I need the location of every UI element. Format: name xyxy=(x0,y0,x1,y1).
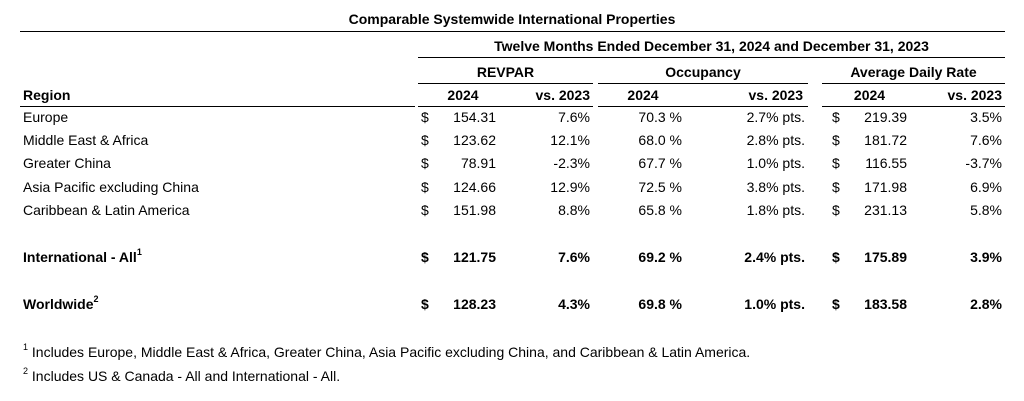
currency-symbol: $ xyxy=(421,132,429,148)
col-adr-vs: vs. 2023 xyxy=(947,87,1003,103)
col-occ-vs: vs. 2023 xyxy=(748,87,804,103)
revpar-value: 124.66 xyxy=(453,179,496,195)
currency-symbol: $ xyxy=(421,179,429,195)
region-header: Region xyxy=(23,87,71,103)
currency-symbol: $ xyxy=(421,202,429,218)
revpar-change: 4.3% xyxy=(558,296,590,312)
currency-symbol: $ xyxy=(832,179,840,195)
group-rule-adr xyxy=(822,83,1005,84)
adr-value: 231.13 xyxy=(864,202,907,218)
adr-change: 7.6% xyxy=(970,132,1002,148)
footnote-mark: 1 xyxy=(23,342,29,352)
region-label: International - All1 xyxy=(23,247,142,265)
adr-value: 183.58 xyxy=(864,296,907,312)
group-rule-occupancy xyxy=(598,83,808,84)
occupancy-change: 2.8% pts. xyxy=(746,132,805,148)
currency-symbol: $ xyxy=(421,296,429,312)
region-label: Caribbean & Latin America xyxy=(23,202,190,218)
revpar-change: 8.8% xyxy=(558,202,590,218)
currency-symbol: $ xyxy=(832,132,840,148)
region-label: Europe xyxy=(23,109,69,125)
header-rule-revpar xyxy=(418,106,593,107)
group-rule-revpar xyxy=(418,83,593,84)
occupancy-value: 70.3 % xyxy=(638,109,682,125)
currency-symbol: $ xyxy=(832,202,840,218)
occupancy-change: 2.7% pts. xyxy=(746,109,805,125)
currency-symbol: $ xyxy=(832,296,840,312)
region-label: Asia Pacific excluding China xyxy=(23,179,199,195)
header-rule-occupancy xyxy=(598,106,808,107)
col-adr-2024: 2024 xyxy=(853,87,886,103)
revpar-change: 7.6% xyxy=(558,109,590,125)
adr-value: 219.39 xyxy=(864,109,907,125)
occupancy-change: 1.0% pts. xyxy=(746,155,805,171)
adr-change: 5.8% xyxy=(970,202,1002,218)
group-header-revpar: REVPAR xyxy=(476,64,535,80)
group-header-adr: Average Daily Rate xyxy=(850,64,977,80)
col-revpar-vs: vs. 2023 xyxy=(535,87,591,103)
revpar-value: 128.23 xyxy=(453,296,496,312)
occupancy-value: 69.2 % xyxy=(638,249,682,265)
occupancy-change: 1.0% pts. xyxy=(744,296,805,312)
occupancy-change: 3.8% pts. xyxy=(746,179,805,195)
occupancy-value: 72.5 % xyxy=(638,179,682,195)
revpar-value: 121.75 xyxy=(453,249,496,265)
adr-change: 3.5% xyxy=(970,109,1002,125)
header-rule-adr xyxy=(822,106,1005,107)
adr-value: 116.55 xyxy=(865,155,907,171)
region-label: Worldwide2 xyxy=(23,294,99,312)
occupancy-value: 69.8 % xyxy=(638,296,682,312)
occupancy-change: 1.8% pts. xyxy=(746,202,805,218)
currency-symbol: $ xyxy=(832,109,840,125)
header-rule-region xyxy=(20,106,415,107)
footnote-2: 2 Includes US & Canada - All and Interna… xyxy=(23,366,341,384)
region-label: Greater China xyxy=(23,155,111,171)
period-rule xyxy=(418,57,1005,58)
region-label: Middle East & Africa xyxy=(23,132,149,148)
footnote-mark: 2 xyxy=(93,294,99,304)
adr-change: 3.9% xyxy=(970,249,1002,265)
col-revpar-2024: 2024 xyxy=(447,87,479,103)
revpar-change: 7.6% xyxy=(558,249,590,265)
revpar-value: 151.98 xyxy=(453,202,496,218)
currency-symbol: $ xyxy=(421,249,429,265)
revpar-change: -2.3% xyxy=(553,155,590,171)
adr-change: -3.7% xyxy=(965,155,1002,171)
occupancy-value: 65.8 % xyxy=(638,202,682,218)
revpar-value: 78.91 xyxy=(460,155,496,171)
occupancy-value: 68.0 % xyxy=(638,132,682,148)
currency-symbol: $ xyxy=(832,249,840,265)
currency-symbol: $ xyxy=(421,109,429,125)
adr-value: 171.98 xyxy=(864,179,907,195)
footnote-mark: 2 xyxy=(23,366,29,376)
period-header: Twelve Months Ended December 31, 2024 an… xyxy=(494,38,929,54)
currency-symbol: $ xyxy=(832,155,840,171)
occupancy-value: 67.7 % xyxy=(638,155,682,171)
adr-change: 6.9% xyxy=(970,179,1002,195)
footnote-1: 1 Includes Europe, Middle East & Africa,… xyxy=(23,342,751,360)
group-header-occupancy: Occupancy xyxy=(665,64,741,80)
occupancy-change: 2.4% pts. xyxy=(744,249,805,265)
revpar-value: 154.31 xyxy=(453,109,496,125)
revpar-change: 12.1% xyxy=(550,132,590,148)
adr-value: 175.89 xyxy=(864,249,907,265)
revpar-value: 123.62 xyxy=(453,132,496,148)
table-title: Comparable Systemwide International Prop… xyxy=(348,11,676,27)
footnote-mark: 1 xyxy=(136,247,142,257)
title-rule xyxy=(20,31,1005,32)
adr-change: 2.8% xyxy=(970,296,1002,312)
revpar-change: 12.9% xyxy=(550,179,590,195)
adr-value: 181.72 xyxy=(864,132,907,148)
currency-symbol: $ xyxy=(421,155,429,171)
col-occ-2024: 2024 xyxy=(627,87,659,103)
